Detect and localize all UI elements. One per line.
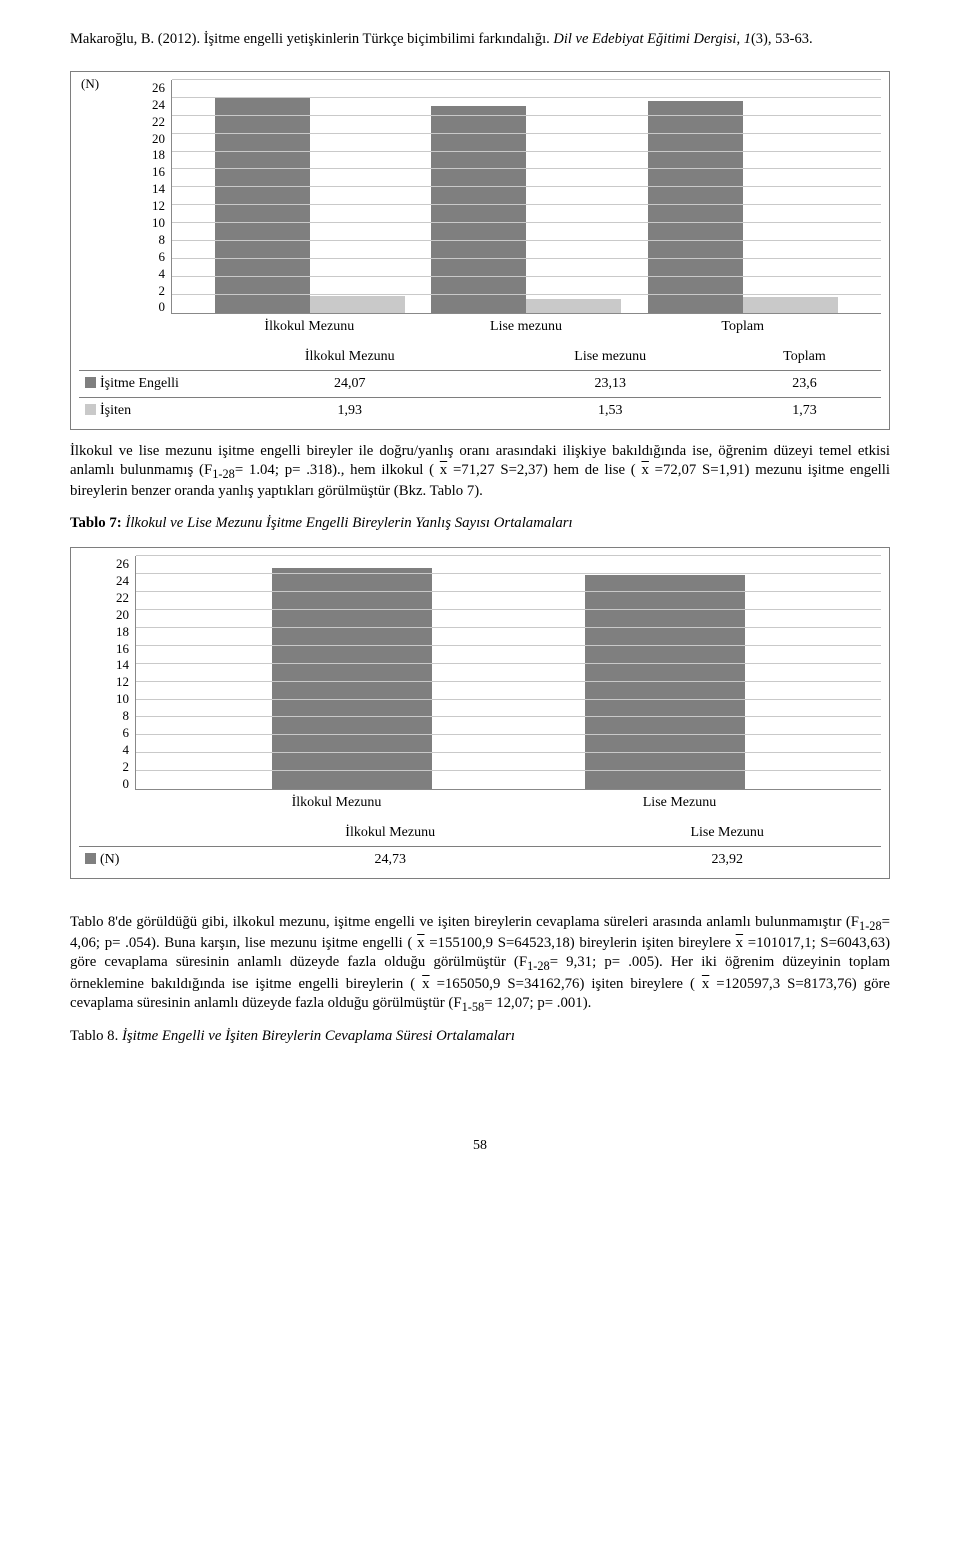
tablo7-italic: İlkokul ve Lise Mezunu İşitme Engelli Bi…	[125, 515, 572, 531]
y-tick: 16	[116, 641, 129, 658]
bar	[431, 106, 526, 313]
bar	[272, 568, 432, 790]
y-tick: 4	[159, 266, 166, 283]
y-tick: 4	[123, 742, 130, 759]
y-tick: 22	[116, 590, 129, 607]
y-tick: 20	[116, 607, 129, 624]
chart1-y-meta: (N)	[81, 76, 99, 93]
paragraph-1: İlkokul ve lise mezunu işitme engelli bi…	[70, 442, 890, 502]
chart1-s1-v0: 1,93	[207, 398, 493, 425]
chart1-series1-name: İşiten	[100, 403, 131, 418]
p2-h: = 12,07; p= .001).	[484, 995, 591, 1011]
x-label: İlkokul Mezunu	[165, 794, 508, 812]
chart1-s0-v2: 23,6	[728, 371, 881, 398]
tablo7-label: Tablo 7: İlkokul ve Lise Mezunu İşitme E…	[70, 514, 890, 533]
p1-sub1: 1-28	[212, 467, 235, 481]
xbar-icon: x	[417, 935, 424, 951]
y-tick: 24	[152, 97, 165, 114]
p2-a: Tablo 8'de görüldüğü gibi, ilkokul mezun…	[70, 914, 859, 930]
y-tick: 2	[123, 759, 130, 776]
chart1-series0-name: İşitme Engelli	[100, 376, 179, 391]
y-tick: 18	[152, 147, 165, 164]
citation-title: İşitme engelli yetişkinlerin Türkçe biçi…	[204, 31, 550, 47]
chart1-cat-2: Toplam	[728, 344, 881, 371]
p2-sub1: 1-28	[859, 919, 882, 933]
bar	[310, 296, 405, 313]
y-tick: 22	[152, 114, 165, 131]
tablo8-italic: İşitme Engelli ve İşiten Bireylerin Ceva…	[122, 1028, 515, 1044]
chart-2: 26242220181614121086420 İlkokul MezunuLi…	[70, 547, 890, 879]
y-tick: 12	[116, 674, 129, 691]
chart2-cat-1: Lise Mezunu	[573, 820, 881, 847]
y-tick: 8	[159, 232, 166, 249]
p2-f: =165050,9 S=34162,76) işiten bireylere (	[430, 976, 702, 992]
y-tick: 0	[123, 776, 130, 793]
swatch-light-icon	[85, 404, 96, 415]
chart2-plot	[135, 556, 881, 790]
swatch-dark-icon	[85, 377, 96, 388]
y-tick: 6	[123, 725, 130, 742]
p1-c: =71,27 S=2,37) hem de lise (	[447, 462, 641, 478]
p1-b: = 1.04; p= .318)., hem ilkokul (	[235, 462, 440, 478]
y-tick: 14	[152, 181, 165, 198]
chart1-s0-v0: 24,07	[207, 371, 493, 398]
chart2-series0-name: (N)	[100, 852, 119, 867]
y-tick: 8	[123, 708, 130, 725]
citation-journal: Dil ve Edebiyat Eğitimi Dergisi, 1	[553, 31, 751, 47]
chart2-legend-table: İlkokul Mezunu Lise Mezunu (N) 24,73 23,…	[79, 820, 881, 873]
y-tick: 10	[116, 691, 129, 708]
chart-1: (N) 26242220181614121086420 İlkokul Mezu…	[70, 71, 890, 430]
y-tick: 16	[152, 164, 165, 181]
x-label: Toplam	[634, 318, 851, 336]
chart2-cat-0: İlkokul Mezunu	[207, 820, 573, 847]
chart1-s1-v1: 1,53	[493, 398, 728, 425]
y-tick: 26	[152, 80, 165, 97]
p2-c: =155100,9 S=64523,18) bireylerin işiten …	[425, 935, 736, 951]
y-tick: 12	[152, 198, 165, 215]
chart1-plot	[171, 80, 881, 314]
x-label: Lise mezunu	[418, 318, 635, 336]
chart1-s0-v1: 23,13	[493, 371, 728, 398]
bar	[585, 575, 745, 789]
tablo8-label: Tablo 8. İşitme Engelli ve İşiten Bireyl…	[70, 1027, 890, 1046]
citation-author: Makaroğlu, B. (2012).	[70, 31, 200, 47]
page-number: 58	[70, 1137, 890, 1155]
citation-pages: (3), 53-63.	[751, 31, 813, 47]
y-tick: 20	[152, 131, 165, 148]
citation-header: Makaroğlu, B. (2012). İşitme engelli yet…	[70, 30, 890, 49]
y-tick: 26	[116, 556, 129, 573]
xbar-icon: x	[641, 462, 648, 478]
xbar-icon: x	[422, 976, 429, 992]
chart1-cat-0: İlkokul Mezunu	[207, 344, 493, 371]
y-tick: 2	[159, 283, 166, 300]
chart1-legend-table: İlkokul Mezunu Lise mezunu Toplam İşitme…	[79, 344, 881, 425]
p2-sub2: 1-28	[527, 959, 550, 973]
chart2-x-labels: İlkokul MezunuLise Mezunu	[135, 790, 881, 818]
xbar-icon: x	[736, 935, 743, 951]
chart2-s0-v1: 23,92	[573, 847, 881, 874]
chart2-s0-v0: 24,73	[207, 847, 573, 874]
x-label: Lise Mezunu	[508, 794, 851, 812]
chart2-y-axis: 26242220181614121086420	[79, 556, 135, 818]
chart1-s1-v2: 1,73	[728, 398, 881, 425]
chart1-x-labels: İlkokul MezunuLise mezunuToplam	[171, 314, 881, 342]
paragraph-2: Tablo 8'de görüldüğü gibi, ilkokul mezun…	[70, 913, 890, 1016]
chart1-cat-1: Lise mezunu	[493, 344, 728, 371]
bar	[743, 297, 838, 313]
chart1-y-axis: (N) 26242220181614121086420	[79, 80, 171, 342]
swatch-dark-icon	[85, 853, 96, 864]
p2-sub3: 1-58	[462, 1000, 485, 1014]
x-label: İlkokul Mezunu	[201, 318, 418, 336]
y-tick: 6	[159, 249, 166, 266]
bar	[526, 299, 621, 313]
y-tick: 24	[116, 573, 129, 590]
y-tick: 10	[152, 215, 165, 232]
tablo8-plain: Tablo 8.	[70, 1028, 118, 1044]
y-tick: 0	[159, 299, 166, 316]
y-tick: 18	[116, 624, 129, 641]
tablo7-bold: Tablo 7:	[70, 515, 122, 531]
y-tick: 14	[116, 657, 129, 674]
